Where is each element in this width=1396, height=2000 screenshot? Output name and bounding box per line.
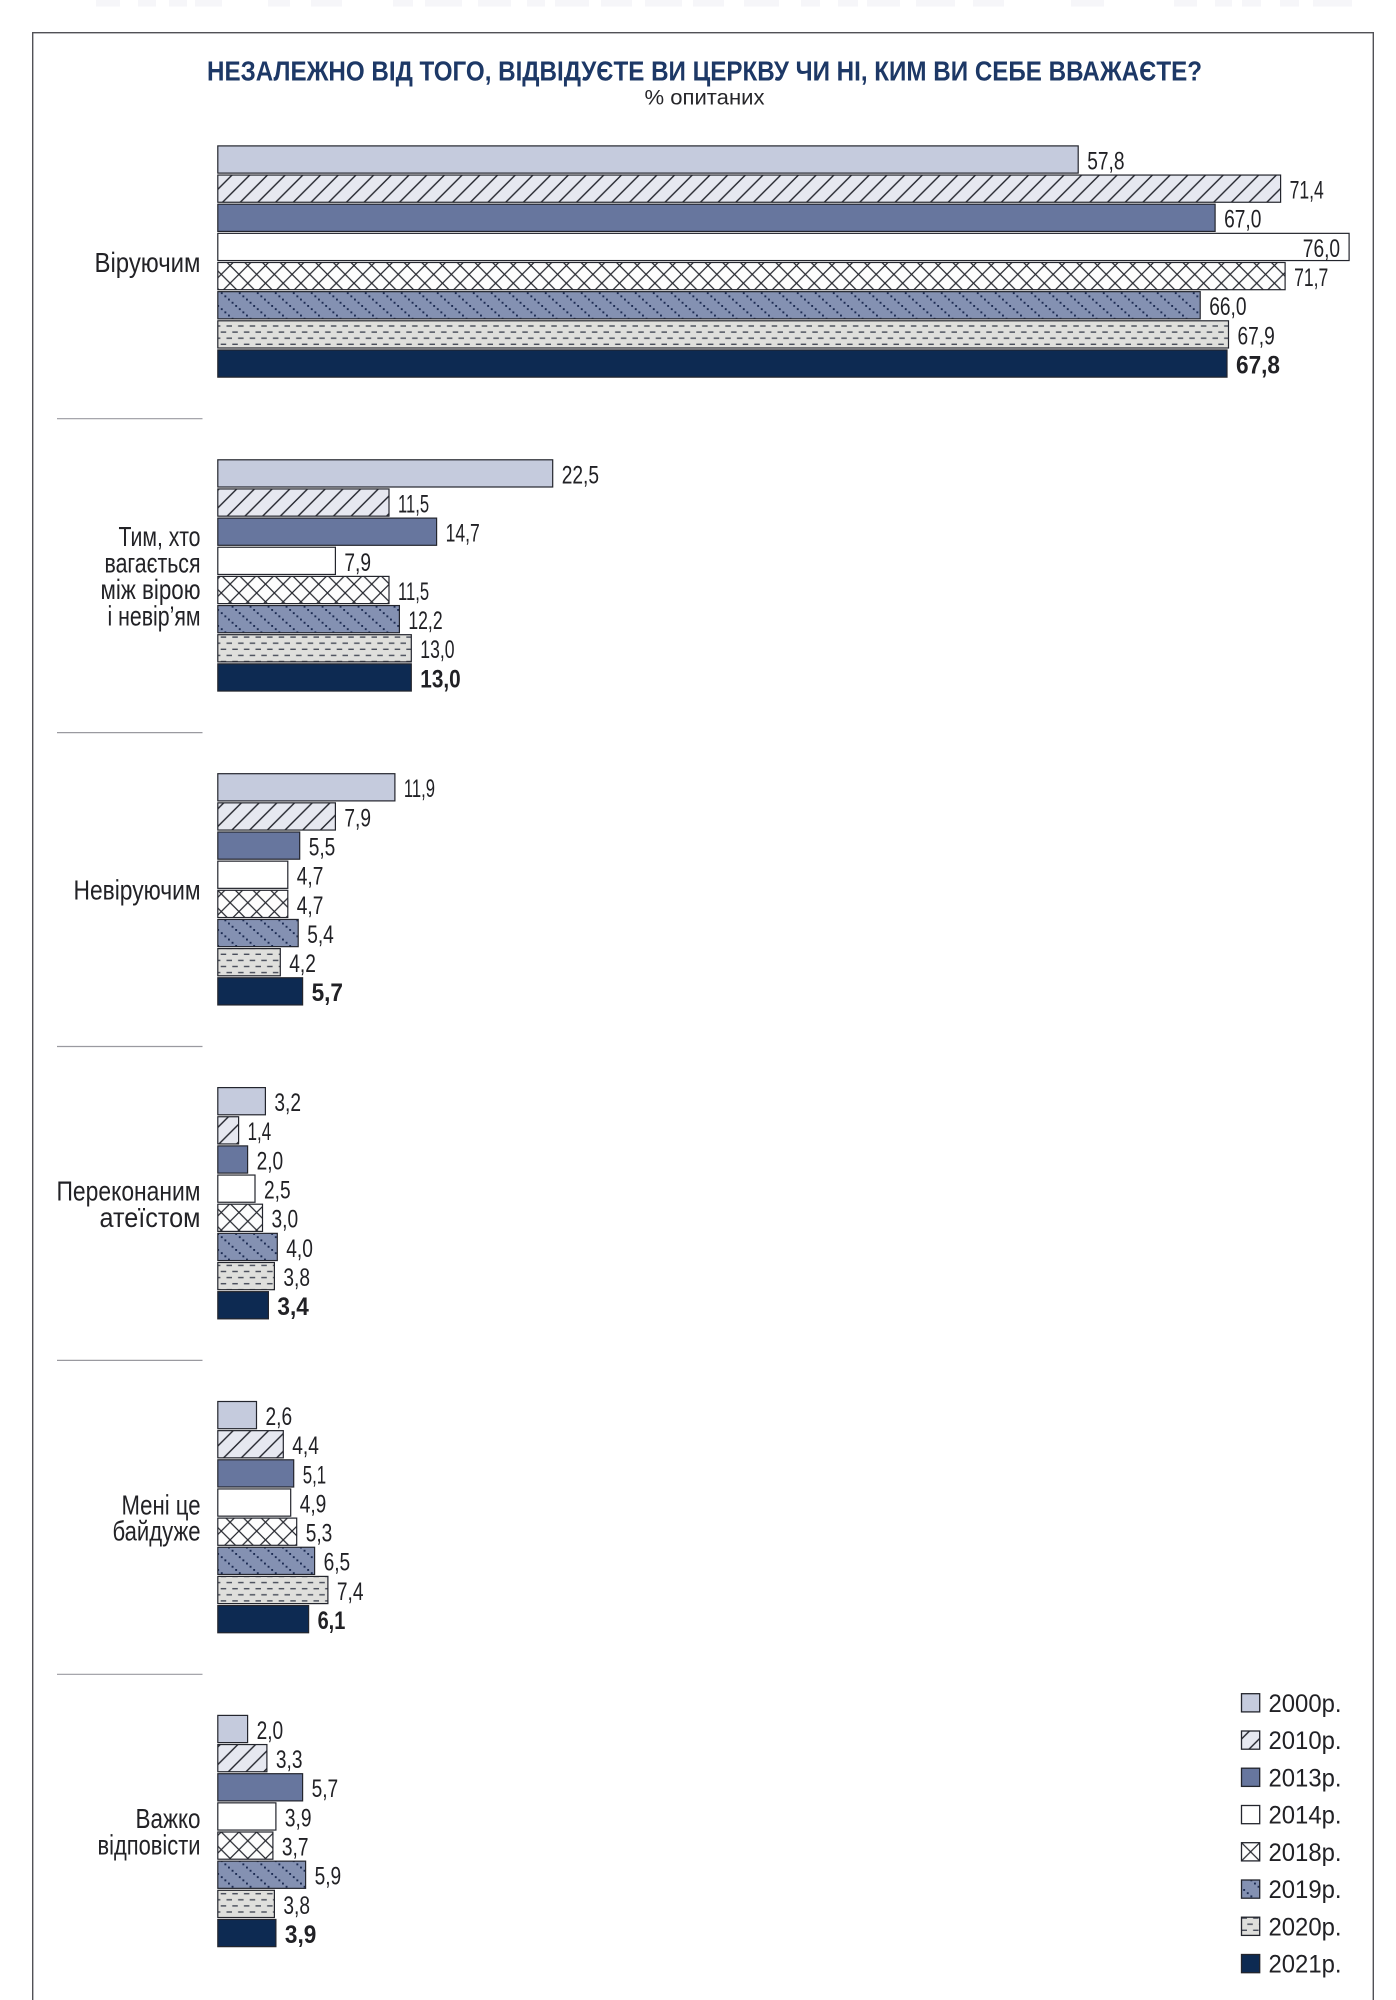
svg-text:3,4: 3,4 bbox=[277, 1293, 308, 1321]
svg-text:67,0: 67,0 bbox=[1224, 206, 1261, 234]
svg-text:відповісти: відповісти bbox=[98, 1830, 201, 1861]
svg-text:2014р.: 2014р. bbox=[1269, 1802, 1342, 1830]
svg-text:4,7: 4,7 bbox=[297, 863, 324, 891]
svg-text:2019р.: 2019р. bbox=[1269, 1876, 1342, 1904]
svg-text:2,0: 2,0 bbox=[257, 1717, 284, 1745]
svg-text:11,5: 11,5 bbox=[398, 490, 429, 518]
svg-text:Мені це: Мені це bbox=[122, 1489, 201, 1520]
svg-text:67,8: 67,8 bbox=[1236, 352, 1280, 380]
svg-text:2010р.: 2010р. bbox=[1269, 1727, 1342, 1755]
svg-text:11,5: 11,5 bbox=[398, 578, 429, 606]
svg-text:атеїстом: атеїстом bbox=[100, 1202, 201, 1233]
svg-text:3,9: 3,9 bbox=[285, 1804, 312, 1832]
svg-text:Віруючим: Віруючим bbox=[95, 247, 201, 278]
svg-text:67,9: 67,9 bbox=[1238, 322, 1275, 350]
svg-text:3,7: 3,7 bbox=[282, 1834, 309, 1862]
svg-text:2021р.: 2021р. bbox=[1269, 1951, 1342, 1979]
svg-text:і невір’ям: і невір’ям bbox=[108, 600, 201, 631]
svg-text:2,5: 2,5 bbox=[264, 1177, 291, 1205]
svg-text:4,7: 4,7 bbox=[297, 892, 324, 920]
svg-text:11,9: 11,9 bbox=[404, 775, 435, 803]
svg-text:3,8: 3,8 bbox=[283, 1892, 310, 1920]
svg-text:13,0: 13,0 bbox=[420, 636, 454, 664]
svg-text:Тим, хто: Тим, хто bbox=[119, 521, 201, 552]
svg-text:71,4: 71,4 bbox=[1290, 177, 1324, 205]
svg-text:5,4: 5,4 bbox=[307, 921, 334, 949]
svg-text:7,4: 7,4 bbox=[337, 1578, 364, 1606]
svg-text:2013р.: 2013р. bbox=[1269, 1764, 1342, 1792]
svg-text:71,7: 71,7 bbox=[1294, 264, 1328, 292]
svg-text:14,7: 14,7 bbox=[446, 520, 480, 548]
svg-text:між вірою: між вірою bbox=[101, 574, 201, 605]
svg-text:3,8: 3,8 bbox=[283, 1264, 310, 1292]
svg-text:3,9: 3,9 bbox=[285, 1921, 316, 1949]
svg-text:5,7: 5,7 bbox=[312, 979, 343, 1007]
svg-text:1,4: 1,4 bbox=[248, 1118, 272, 1146]
svg-text:4,2: 4,2 bbox=[289, 950, 316, 978]
svg-text:6,5: 6,5 bbox=[324, 1549, 351, 1577]
svg-text:5,7: 5,7 bbox=[312, 1775, 339, 1803]
svg-text:2,6: 2,6 bbox=[266, 1403, 293, 1431]
svg-text:7,9: 7,9 bbox=[344, 549, 371, 577]
svg-text:% опитаних: % опитаних bbox=[645, 87, 766, 110]
svg-text:НЕЗАЛЕЖНО ВІД ТОГО, ВІДВІДУЄТЕ: НЕЗАЛЕЖНО ВІД ТОГО, ВІДВІДУЄТЕ ВИ ЦЕРКВУ… bbox=[207, 56, 1202, 87]
svg-text:Невіруючим: Невіруючим bbox=[74, 875, 201, 906]
svg-text:3,0: 3,0 bbox=[272, 1206, 299, 1234]
svg-text:13,0: 13,0 bbox=[420, 665, 460, 693]
svg-text:вагається: вагається bbox=[105, 548, 201, 579]
svg-text:5,1: 5,1 bbox=[303, 1461, 327, 1489]
svg-text:76,0: 76,0 bbox=[1303, 235, 1340, 263]
svg-text:4,0: 4,0 bbox=[286, 1235, 313, 1263]
svg-text:2000р.: 2000р. bbox=[1269, 1690, 1342, 1718]
svg-text:2018р.: 2018р. bbox=[1269, 1839, 1342, 1867]
svg-text:5,9: 5,9 bbox=[315, 1863, 342, 1891]
svg-text:Переконаним: Переконаним bbox=[57, 1175, 201, 1206]
svg-text:Важко: Важко bbox=[136, 1803, 201, 1834]
svg-text:4,4: 4,4 bbox=[292, 1432, 319, 1460]
svg-text:5,5: 5,5 bbox=[309, 834, 336, 862]
svg-text:2,0: 2,0 bbox=[257, 1147, 284, 1175]
svg-text:7,9: 7,9 bbox=[344, 804, 371, 832]
svg-text:байдуже: байдуже bbox=[113, 1516, 201, 1547]
svg-text:3,3: 3,3 bbox=[276, 1746, 303, 1774]
svg-text:6,1: 6,1 bbox=[318, 1607, 346, 1635]
svg-text:66,0: 66,0 bbox=[1209, 293, 1246, 321]
svg-text:4,9: 4,9 bbox=[300, 1490, 327, 1518]
svg-text:2020р.: 2020р. bbox=[1269, 1913, 1342, 1941]
svg-text:12,2: 12,2 bbox=[408, 607, 442, 635]
svg-text:57,8: 57,8 bbox=[1087, 147, 1124, 175]
svg-text:5,3: 5,3 bbox=[306, 1520, 333, 1548]
svg-text:3,2: 3,2 bbox=[274, 1089, 301, 1117]
svg-text:22,5: 22,5 bbox=[562, 461, 599, 489]
